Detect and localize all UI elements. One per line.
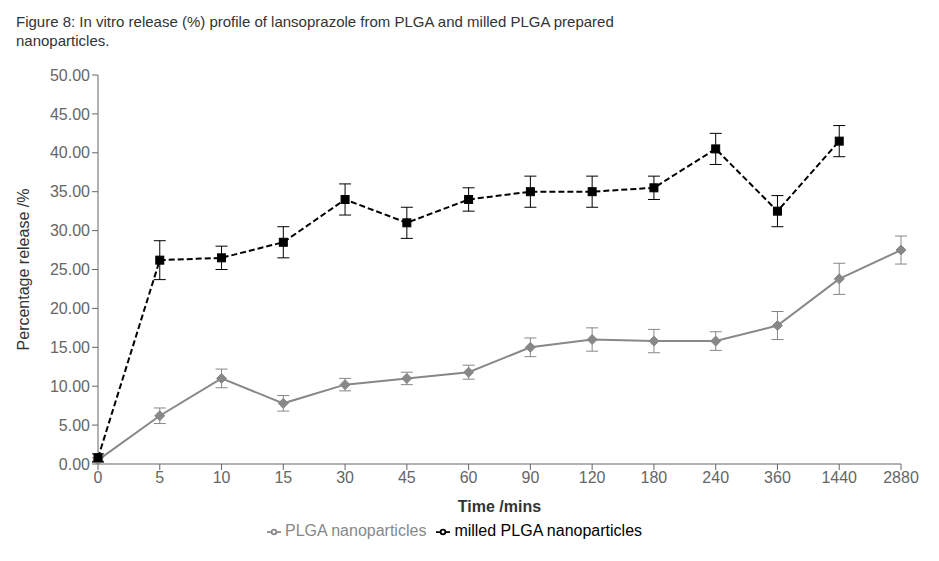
svg-text:10: 10 [213, 469, 231, 486]
svg-text:35.00: 35.00 [50, 183, 90, 200]
svg-text:180: 180 [641, 469, 668, 486]
svg-text:60: 60 [460, 469, 478, 486]
svg-text:30.00: 30.00 [50, 222, 90, 239]
svg-text:50.00: 50.00 [50, 67, 90, 84]
svg-text:10.00: 10.00 [50, 378, 90, 395]
svg-text:5.00: 5.00 [59, 417, 90, 434]
svg-text:25.00: 25.00 [50, 261, 90, 278]
svg-text:45.00: 45.00 [50, 106, 90, 123]
svg-text:0: 0 [94, 469, 103, 486]
svg-text:Percentage release /%: Percentage release /% [15, 189, 32, 351]
html-text:PLGA nanoparticles: PLGA nanoparticles [285, 522, 427, 539]
svg-text:360: 360 [764, 469, 791, 486]
svg-text:Time /mins: Time /mins [458, 498, 541, 515]
svg-text:1440: 1440 [821, 469, 857, 486]
html-text:Figure 8: In vitro release (%): Figure 8: In vitro release (%) profile o… [16, 13, 614, 49]
html-text:milled PLGA nanoparticles: milled PLGA nanoparticles [454, 522, 642, 539]
svg-text:45: 45 [398, 469, 416, 486]
svg-text:15.00: 15.00 [50, 339, 90, 356]
svg-text:120: 120 [579, 469, 606, 486]
svg-text:0.00: 0.00 [59, 456, 90, 473]
svg-text:20.00: 20.00 [50, 300, 90, 317]
svg-text:15: 15 [274, 469, 292, 486]
svg-text:40.00: 40.00 [50, 144, 90, 161]
svg-text:90: 90 [521, 469, 539, 486]
svg-text:30: 30 [336, 469, 354, 486]
svg-text:240: 240 [702, 469, 729, 486]
svg-text:2880: 2880 [883, 469, 919, 486]
svg-text:5: 5 [155, 469, 164, 486]
